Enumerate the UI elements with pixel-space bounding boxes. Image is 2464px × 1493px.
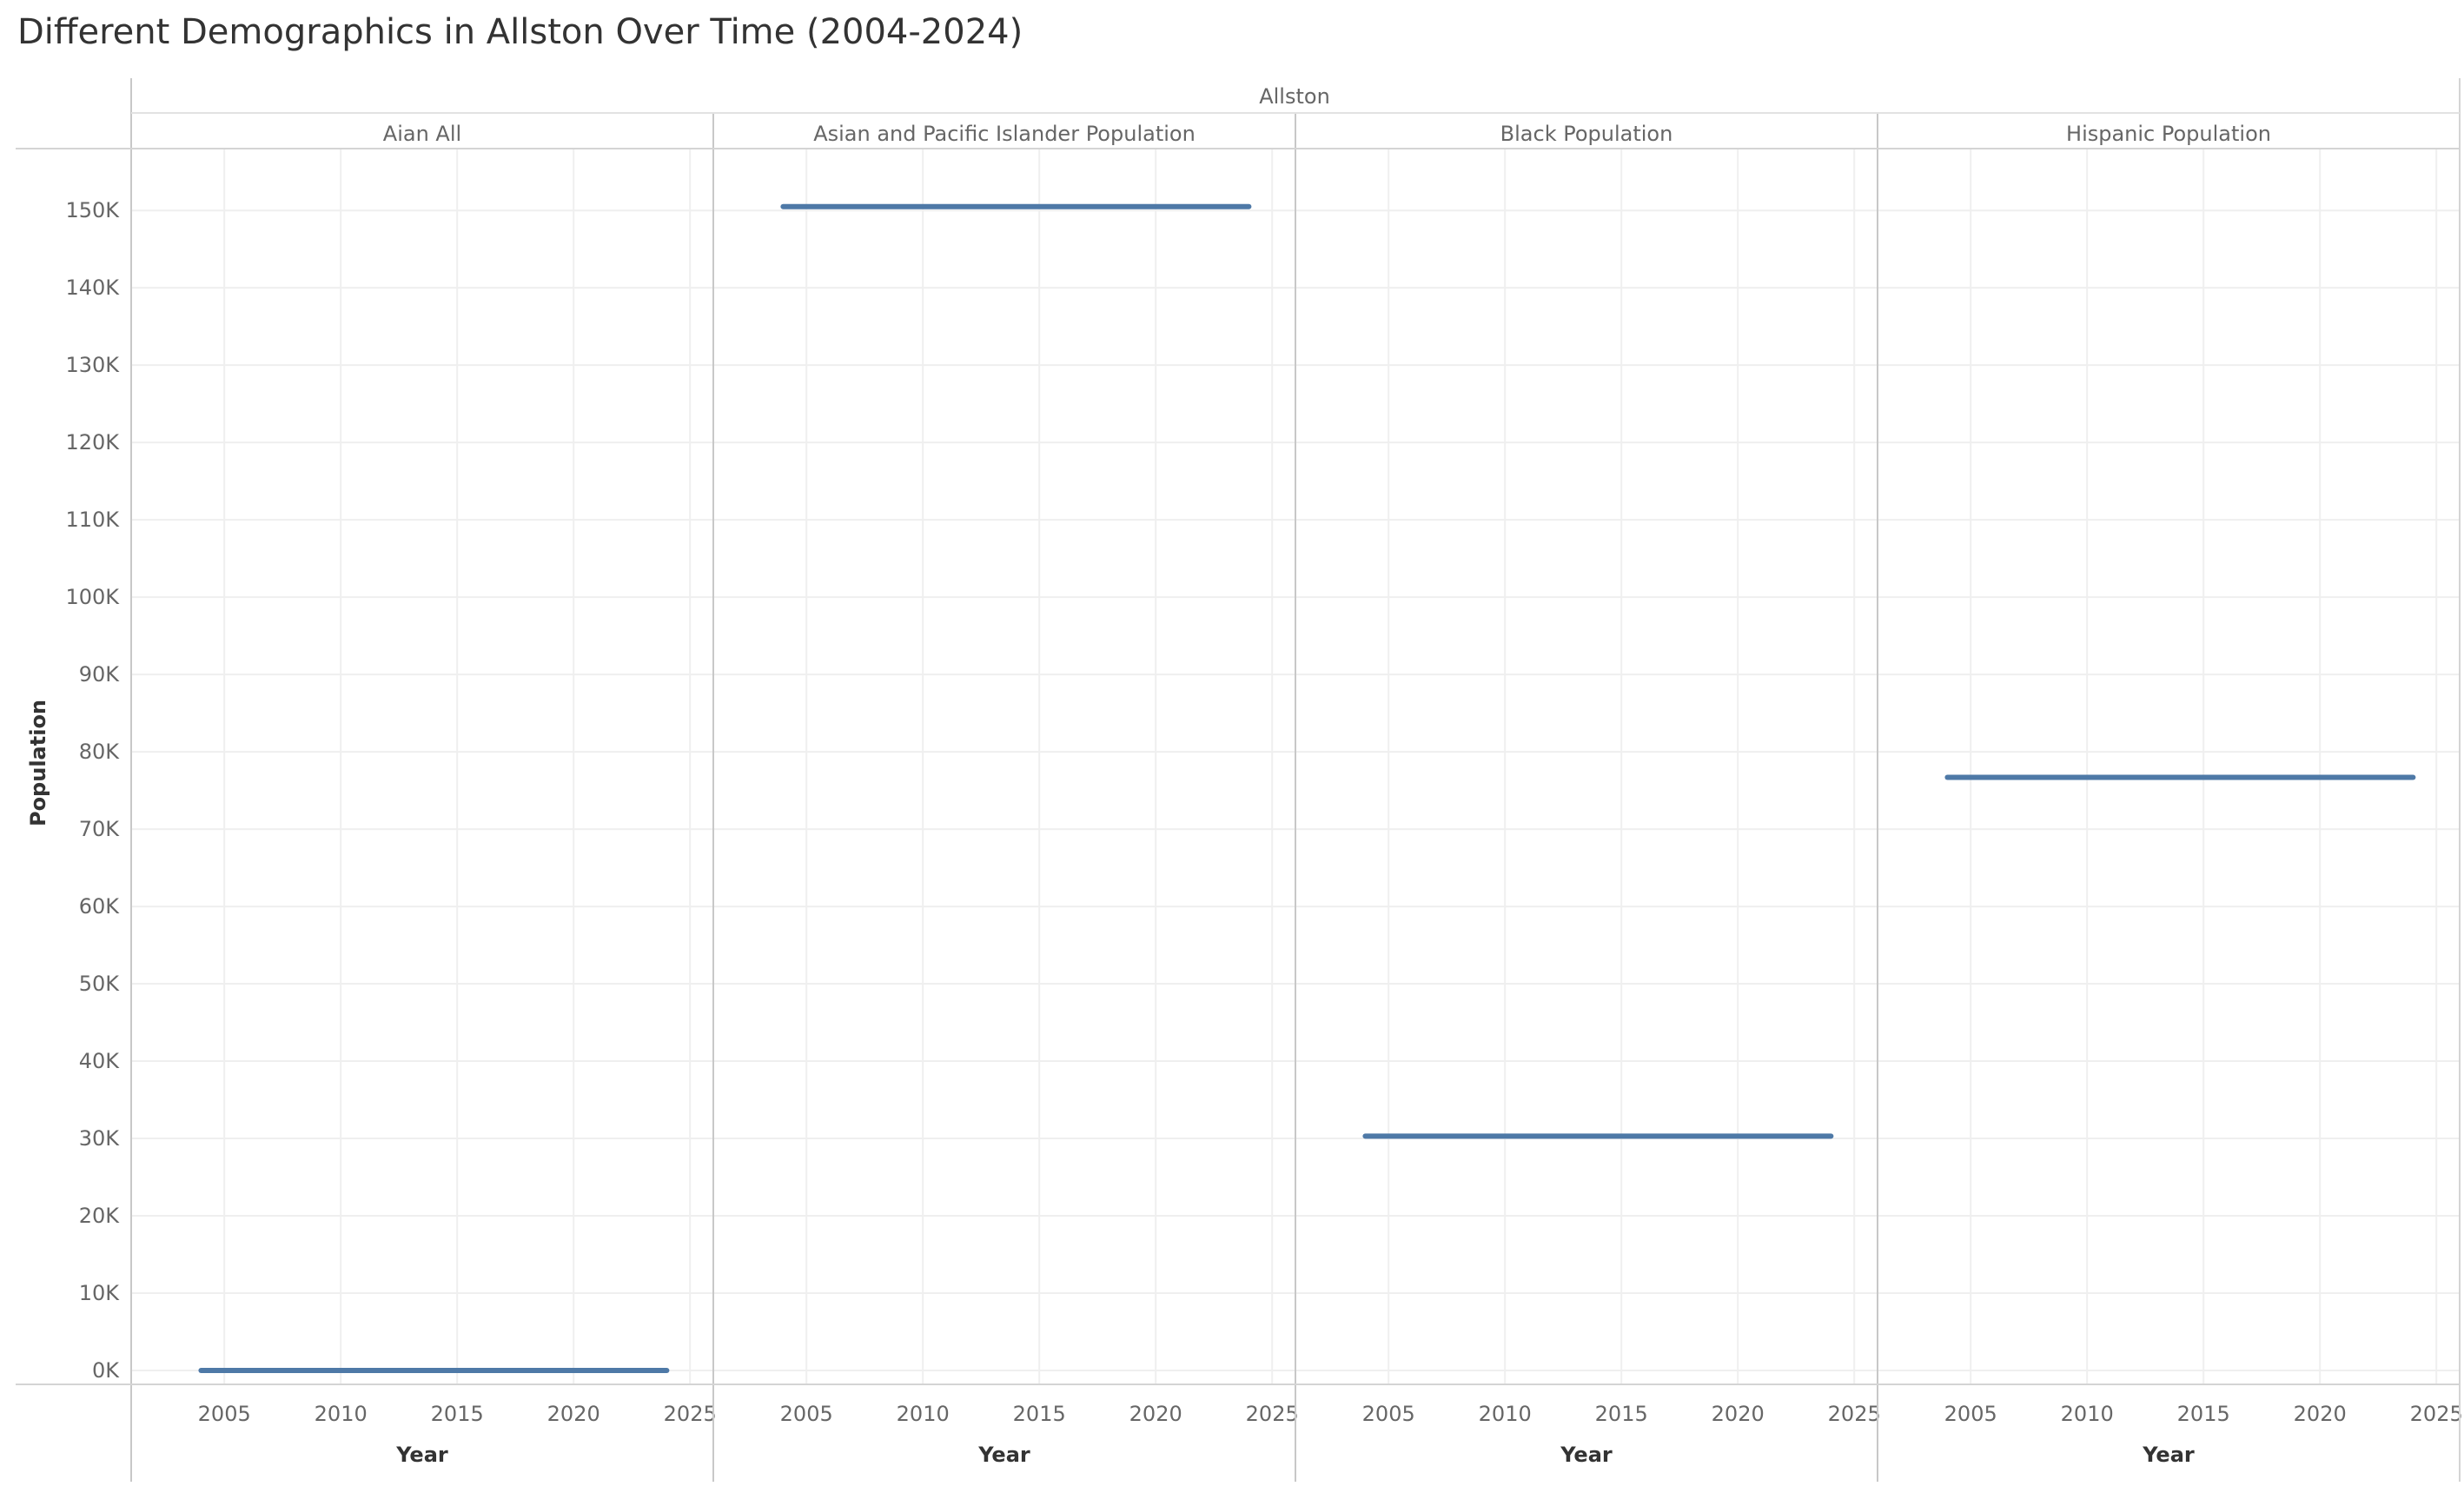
x-tick-label: 2010 — [897, 1402, 950, 1426]
x-tick-label: 2005 — [780, 1402, 833, 1426]
chart-title: Different Demographics in Allston Over T… — [17, 12, 1023, 52]
y-tick-label: 50K — [79, 972, 121, 996]
x-tick-label: 2005 — [198, 1402, 251, 1426]
panel-header-label: Hispanic Population — [2066, 122, 2271, 146]
y-tick-label: 150K — [65, 198, 120, 222]
y-tick-label: 90K — [79, 662, 121, 687]
y-tick-label: 130K — [65, 353, 120, 377]
y-tick-label: 30K — [79, 1126, 121, 1151]
y-tick-label: 70K — [79, 817, 121, 841]
x-tick-label: 2005 — [1944, 1402, 1997, 1426]
y-tick-label: 0K — [92, 1358, 120, 1383]
x-tick-label: 2015 — [1013, 1402, 1066, 1426]
x-tick-label: 2015 — [431, 1402, 484, 1426]
x-tick-label: 2025 — [1246, 1402, 1299, 1426]
x-tick-label: 2020 — [2294, 1402, 2347, 1426]
panel-header-label: Black Population — [1500, 122, 1673, 146]
y-tick-label: 110K — [65, 508, 120, 532]
x-tick-label: 2020 — [1712, 1402, 1765, 1426]
panel-header-label: Aian All — [383, 122, 461, 146]
y-axis-title: Population — [26, 700, 50, 826]
x-tick-label: 2010 — [315, 1402, 368, 1426]
y-tick-label: 40K — [79, 1049, 121, 1073]
x-tick-label: 2010 — [1479, 1402, 1532, 1426]
y-tick-label: 20K — [79, 1204, 121, 1228]
x-tick-label: 2005 — [1362, 1402, 1415, 1426]
x-tick-label: 2025 — [2410, 1402, 2463, 1426]
x-tick-label: 2015 — [2177, 1402, 2230, 1426]
y-tick-label: 120K — [65, 430, 120, 455]
x-tick-label: 2020 — [547, 1402, 600, 1426]
x-tick-label: 2010 — [2061, 1402, 2114, 1426]
x-axis-title: Year — [1560, 1443, 1613, 1467]
x-axis-title: Year — [977, 1443, 1030, 1467]
y-tick-label: 140K — [65, 275, 120, 300]
x-tick-label: 2025 — [1828, 1402, 1881, 1426]
x-axis-title: Year — [395, 1443, 448, 1467]
y-tick-label: 10K — [79, 1281, 121, 1305]
x-axis-title: Year — [2142, 1443, 2195, 1467]
chart-layer: 0K 10K 20K 30K 40K 50K 60K 70K 80K 90K 100K 110K 120… — [16, 78, 2463, 1482]
x-tick-label: 2025 — [664, 1402, 717, 1426]
y-tick-label: 100K — [65, 585, 120, 609]
y-tick-label: 60K — [79, 894, 121, 919]
group-header: Allston — [1259, 84, 1330, 109]
y-tick-label: 80K — [79, 740, 121, 764]
x-tick-label: 2015 — [1595, 1402, 1648, 1426]
x-tick-label: 2020 — [1129, 1402, 1182, 1426]
panel-header-label: Asian and Pacific Islander Population — [813, 122, 1196, 146]
